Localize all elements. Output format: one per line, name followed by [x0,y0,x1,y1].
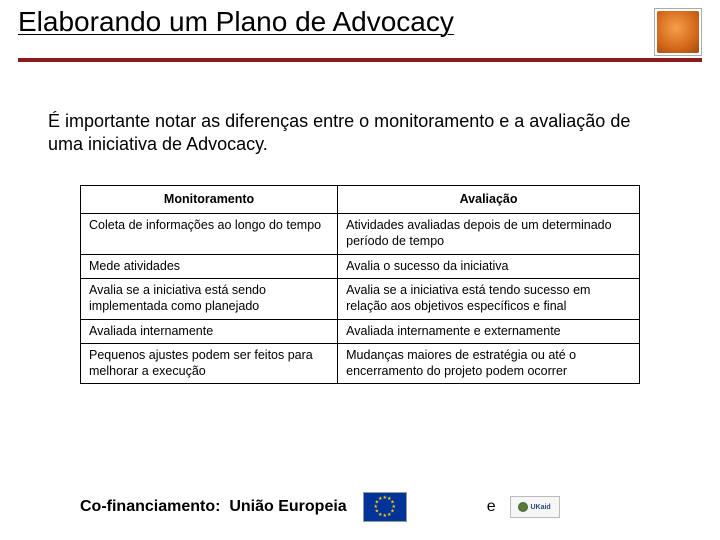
table-cell: Avaliada internamente [81,319,338,344]
eu-stars-icon: ★ ★ ★ ★ ★ ★ ★ ★ ★ ★ ★ ★ [373,495,397,519]
ukaid-crest-icon [518,502,528,512]
table-row: Avaliada internamente Avaliada intername… [81,319,640,344]
table-cell: Atividades avaliadas depois de um determ… [338,214,640,254]
table-cell: Mudanças maiores de estratégia ou até o … [338,344,640,384]
comparison-table: Monitoramento Avaliação Coleta de inform… [80,185,640,385]
table-cell: Avaliada internamente e externamente [338,319,640,344]
table-header-row: Monitoramento Avaliação [81,185,640,214]
table-cell: Mede atividades [81,254,338,279]
table-row: Mede atividades Avalia o sucesso da inic… [81,254,640,279]
table-header-cell: Monitoramento [81,185,338,214]
table-row: Pequenos ajustes podem ser feitos para m… [81,344,640,384]
ukaid-label: UKaid [530,504,550,511]
footer: Co-financiamento: União Europeia ★ ★ ★ ★… [0,492,720,522]
table-cell: Pequenos ajustes podem ser feitos para m… [81,344,338,384]
table-cell: Avalia se a iniciativa está sendo implem… [81,279,338,319]
table-cell: Avalia o sucesso da iniciativa [338,254,640,279]
brand-logo [654,8,702,56]
table-header-cell: Avaliação [338,185,640,214]
intro-text: É importante notar as diferenças entre o… [0,62,720,157]
footer-connector: e [487,498,496,516]
page-title: Elaborando um Plano de Advocacy [18,6,644,38]
brand-logo-graphic [657,11,699,53]
table-row: Coleta de informações ao longo do tempo … [81,214,640,254]
table-cell: Avalia se a iniciativa está tendo sucess… [338,279,640,319]
eu-flag-icon: ★ ★ ★ ★ ★ ★ ★ ★ ★ ★ ★ ★ [363,492,407,522]
ukaid-logo: UKaid [510,496,560,518]
table-row: Avalia se a iniciativa está sendo implem… [81,279,640,319]
table-cell: Coleta de informações ao longo do tempo [81,214,338,254]
footer-cofinance-label: Co-financiamento: União Europeia [80,498,347,516]
